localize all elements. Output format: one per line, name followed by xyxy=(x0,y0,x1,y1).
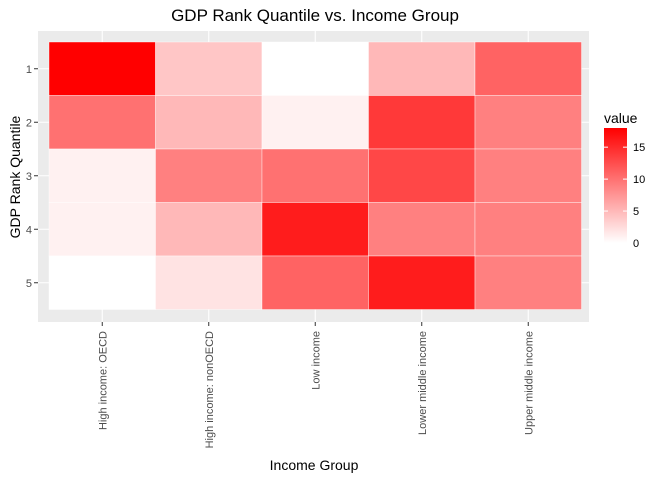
y-tick-label: 2 xyxy=(26,117,32,129)
heatmap-cell xyxy=(155,95,263,150)
heatmap-cell xyxy=(261,148,369,203)
x-tick-label: Upper middle income xyxy=(523,331,535,435)
heatmap-cell xyxy=(155,148,263,203)
x-tick-label: High income: nonOECD xyxy=(204,331,216,448)
heatmap-cell xyxy=(368,41,476,96)
heatmap-cell xyxy=(261,95,369,150)
heatmap-cell xyxy=(474,202,582,257)
heatmap-cell xyxy=(474,255,582,310)
x-axis-label: Income Group xyxy=(270,457,359,473)
heatmap-cell xyxy=(155,202,263,257)
heatmap-cell xyxy=(48,95,156,150)
legend-tick-label: 15 xyxy=(633,142,645,154)
x-tick-label: Low income xyxy=(310,331,322,390)
heatmap-cell xyxy=(474,148,582,203)
heatmap-cell xyxy=(261,41,369,96)
x-tick-label: Lower middle income xyxy=(417,331,429,435)
heatmap-cell xyxy=(155,41,263,96)
y-tick-label: 5 xyxy=(26,278,32,290)
legend-tick-label: 5 xyxy=(633,206,639,218)
legend-ticks: 0 5 10 15 xyxy=(604,142,645,250)
heatmap-cell xyxy=(474,41,582,96)
y-axis-ticks: 1 2 3 4 5 xyxy=(26,64,38,290)
heatmap-cell xyxy=(368,148,476,203)
legend-tick-label: 10 xyxy=(633,174,645,186)
heatmap-cell xyxy=(261,202,369,257)
heatmap-cell xyxy=(261,255,369,310)
heatmap-cell xyxy=(48,148,156,203)
heatmap-cell xyxy=(474,95,582,150)
x-axis-ticks: High income: OECD High income: nonOECD Low… xyxy=(97,322,535,448)
legend-colorbar xyxy=(604,128,627,243)
y-axis-label: GDP Rank Quantile xyxy=(7,115,23,238)
legend-title: value xyxy=(604,110,638,126)
heatmap-cell xyxy=(368,202,476,257)
heatmap-cells xyxy=(48,41,582,310)
legend: value 0 5 10 15 xyxy=(604,110,645,250)
x-tick-label: High income: OECD xyxy=(97,331,109,430)
heatmap-cell xyxy=(48,41,156,96)
legend-tick-label: 0 xyxy=(633,238,639,250)
chart-title: GDP Rank Quantile vs. Income Group xyxy=(171,6,459,25)
y-tick-label: 4 xyxy=(26,224,32,236)
heatmap-cell xyxy=(368,255,476,310)
heatmap-cell xyxy=(48,255,156,310)
heatmap-cell xyxy=(48,202,156,257)
heatmap-cell xyxy=(155,255,263,310)
y-tick-label: 1 xyxy=(26,64,32,76)
heatmap-cell xyxy=(368,95,476,150)
y-tick-label: 3 xyxy=(26,171,32,183)
